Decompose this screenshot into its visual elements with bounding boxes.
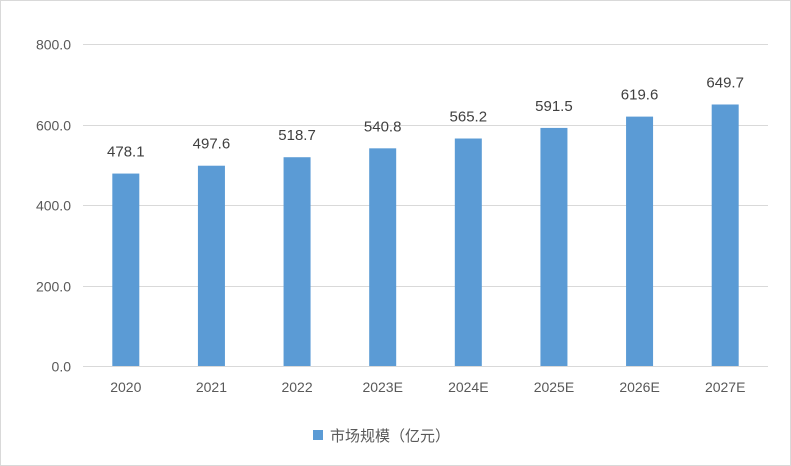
y-tick-label: 0.0	[52, 359, 72, 375]
x-tick-label: 2025E	[534, 379, 574, 395]
legend-swatch	[313, 430, 323, 440]
data-label: 649.7	[706, 74, 744, 91]
data-label: 518.7	[278, 127, 316, 144]
y-tick-label: 200.0	[36, 279, 71, 295]
bar	[283, 157, 311, 366]
y-tick-label: 800.0	[36, 37, 71, 53]
bar	[369, 148, 397, 366]
bar	[112, 173, 140, 366]
legend-label: 市场规模（亿元）	[330, 428, 450, 445]
x-tick-label: 2022	[281, 379, 312, 395]
data-label: 591.5	[535, 98, 573, 115]
data-label: 540.8	[364, 118, 402, 135]
x-tick-label: 2027E	[705, 379, 745, 395]
data-label: 565.2	[450, 109, 488, 126]
x-tick-label: 2021	[196, 379, 227, 395]
x-tick-label: 2024E	[448, 379, 488, 395]
data-label: 478.1	[107, 144, 145, 161]
y-tick-label: 400.0	[36, 198, 71, 214]
bar	[626, 116, 654, 367]
x-tick-label: 2023E	[362, 379, 402, 395]
legend: 市场规模（亿元）	[313, 428, 450, 445]
x-tick-label: 2026E	[619, 379, 659, 395]
data-label: 497.6	[193, 136, 231, 153]
bar	[197, 165, 225, 366]
y-tick-label: 600.0	[36, 118, 71, 134]
bar	[454, 138, 482, 366]
data-label: 619.6	[621, 87, 659, 104]
x-tick-label: 2020	[110, 379, 141, 395]
bar	[540, 127, 568, 366]
bar	[711, 104, 739, 366]
